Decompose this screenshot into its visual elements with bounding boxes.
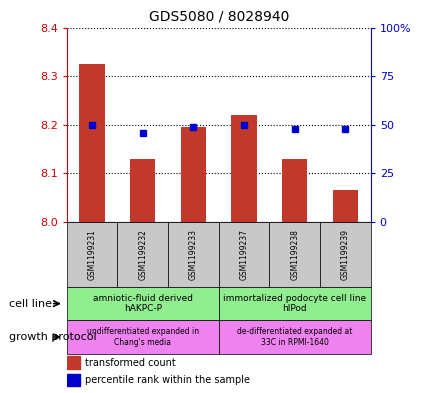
Text: undifferentiated expanded in
Chang's media: undifferentiated expanded in Chang's med… — [86, 327, 198, 347]
Bar — [332, 191, 357, 222]
Bar — [180, 127, 206, 222]
Text: de-differentiated expanded at
33C in RPMI-1640: de-differentiated expanded at 33C in RPM… — [237, 327, 352, 347]
Bar — [130, 159, 155, 222]
Bar — [218, 222, 269, 287]
Bar — [319, 222, 370, 287]
Bar — [269, 222, 319, 287]
Title: GDS5080 / 8028940: GDS5080 / 8028940 — [148, 9, 288, 24]
Bar — [67, 287, 218, 320]
Text: GSM1199233: GSM1199233 — [188, 229, 197, 280]
Text: GSM1199232: GSM1199232 — [138, 229, 147, 280]
Text: percentile rank within the sample: percentile rank within the sample — [85, 375, 249, 385]
Text: transformed count: transformed count — [85, 358, 175, 367]
Bar — [67, 374, 80, 386]
Bar — [67, 320, 218, 354]
Bar — [231, 115, 256, 222]
Text: GSM1199238: GSM1199238 — [289, 229, 298, 280]
Bar — [168, 222, 218, 287]
Text: GSM1199231: GSM1199231 — [87, 229, 96, 280]
Bar — [218, 287, 370, 320]
Bar — [218, 320, 370, 354]
Text: GSM1199237: GSM1199237 — [239, 229, 248, 280]
Text: growth protocol: growth protocol — [9, 332, 96, 342]
Text: cell line: cell line — [9, 299, 52, 309]
Text: amniotic-fluid derived
hAKPC-P: amniotic-fluid derived hAKPC-P — [92, 294, 192, 313]
Text: GSM1199239: GSM1199239 — [340, 229, 349, 280]
Bar — [67, 222, 117, 287]
Bar — [281, 159, 307, 222]
Bar — [67, 356, 80, 369]
Text: immortalized podocyte cell line
hIPod: immortalized podocyte cell line hIPod — [223, 294, 366, 313]
Bar — [117, 222, 168, 287]
Bar — [79, 64, 104, 222]
